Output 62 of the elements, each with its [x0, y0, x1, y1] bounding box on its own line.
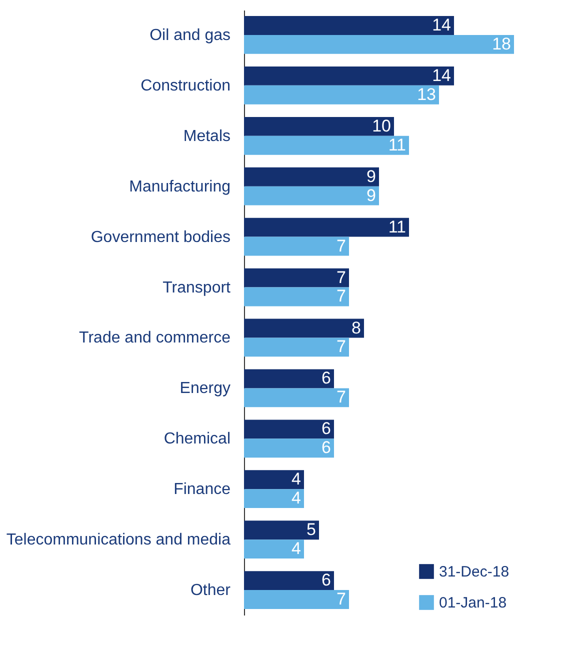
bar [244, 369, 334, 388]
data-label: 18 [492, 34, 511, 54]
bar [244, 287, 349, 306]
bar [244, 268, 349, 288]
data-label: 6 [322, 368, 331, 388]
bar [244, 489, 304, 508]
y-tick-label: Government bodies [90, 228, 230, 246]
bar [244, 16, 454, 35]
bar [244, 338, 349, 357]
data-label: 6 [322, 438, 331, 458]
legend-label: 31-Dec-18 [439, 564, 510, 580]
bar [244, 66, 454, 86]
y-tick-label: Telecommunications and media [6, 532, 231, 549]
bar [244, 590, 349, 609]
data-label: 11 [388, 135, 406, 154]
data-label: 10 [372, 116, 391, 136]
bar [244, 186, 379, 206]
bar [244, 470, 304, 490]
data-label: 7 [336, 589, 346, 608]
bar [244, 218, 409, 237]
bar [244, 520, 319, 540]
data-label: 4 [292, 488, 301, 508]
data-label: 5 [306, 520, 316, 540]
bar [244, 438, 334, 458]
y-tick-label: Trade and commerce [79, 330, 231, 347]
y-tick-label: Oil and gas [150, 26, 230, 44]
bar [244, 85, 439, 104]
data-label: 6 [322, 419, 331, 438]
data-label: 9 [366, 186, 376, 205]
y-tick-label: Energy [180, 380, 230, 398]
data-label: 7 [336, 337, 346, 356]
data-label: 7 [336, 268, 346, 287]
data-label: 9 [366, 166, 376, 186]
data-label: 7 [336, 388, 346, 407]
data-label: 6 [322, 570, 331, 590]
y-tick-label: Finance [174, 481, 231, 498]
bar [244, 236, 349, 256]
y-tick-label: Other [190, 582, 232, 600]
y-tick-label: Metals [183, 128, 230, 145]
bar [244, 540, 304, 558]
data-label: 14 [432, 66, 451, 85]
data-label: 14 [432, 16, 451, 35]
bar [244, 34, 514, 54]
bar [244, 136, 409, 155]
bar [244, 167, 379, 186]
y-tick-label: Construction [140, 77, 230, 94]
bar [244, 116, 394, 136]
data-label: 7 [336, 236, 346, 256]
y-tick-label: Manufacturing [129, 178, 230, 196]
data-label: 13 [417, 84, 436, 104]
bar [244, 388, 349, 408]
data-label: 8 [352, 318, 361, 338]
y-tick-label: Transport [162, 279, 232, 296]
data-label: 4 [292, 539, 301, 558]
legend-label: 01-Jan-18 [439, 594, 507, 612]
data-label: 4 [292, 470, 301, 489]
data-label: 7 [336, 286, 346, 306]
y-tick-label: Chemical [164, 430, 230, 448]
bar [244, 420, 334, 439]
bar [244, 571, 334, 590]
bar [244, 318, 364, 338]
data-label: 11 [388, 217, 406, 236]
